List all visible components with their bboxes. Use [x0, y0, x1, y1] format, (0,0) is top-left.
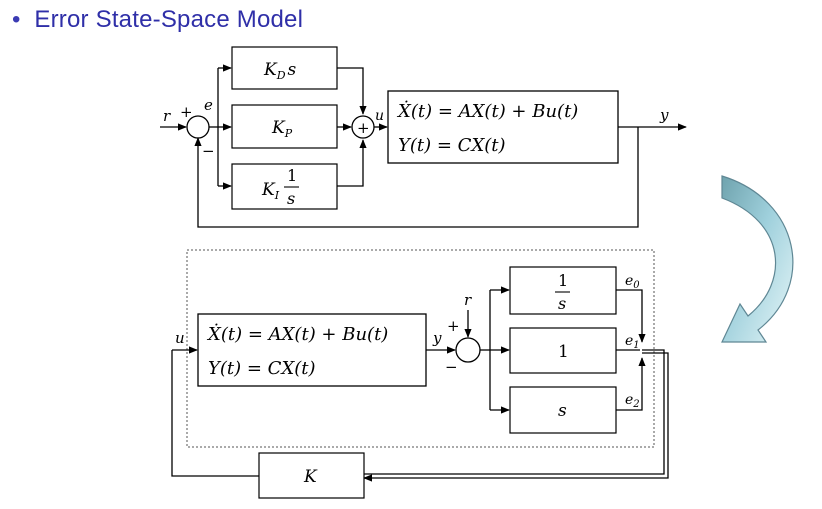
block-kp-label: KP	[271, 118, 293, 140]
transform-curved-arrow-icon	[721, 175, 794, 343]
block-gain-k	[258, 452, 365, 499]
top-plant-block	[387, 90, 619, 164]
bottom-plant-eq1: Ẋ(t) = AX(t) + Bu(t)	[206, 322, 388, 345]
bottom-r-label: r	[464, 291, 472, 309]
top-plus-label: +	[180, 103, 193, 121]
bottom-plant-block	[197, 313, 427, 387]
top-u-label: u	[375, 108, 384, 124]
bottom-dashed-boundary	[186, 249, 655, 448]
top-pid-diagram: r + − e KD s KP KI 1 s + u Ẋ	[160, 46, 687, 228]
bottom-plant-eq2: Y(t) = CX(t)	[208, 358, 316, 379]
e2-label: e2	[625, 392, 640, 410]
block-kd-label: KD s	[263, 60, 297, 82]
block-kp	[231, 104, 338, 149]
slide-title: Error State-Space Model	[34, 6, 304, 33]
bottom-sum-junction	[455, 337, 481, 363]
bottom-mux-bus	[363, 352, 669, 482]
top-e-label: e	[204, 96, 213, 114]
top-plant-eq1: Ẋ(t) = AX(t) + Bu(t)	[396, 99, 578, 122]
bottom-y-label: y	[432, 329, 442, 347]
top-sum2-plus: +	[357, 119, 370, 137]
block-ki-num: 1	[287, 166, 297, 185]
block-ki-den: s	[287, 189, 295, 208]
bottom-minus-label: −	[445, 358, 458, 376]
top-minus-label: −	[202, 142, 215, 160]
block-ki-label: KI	[261, 180, 280, 202]
block-kd-s	[231, 46, 338, 90]
bullet-icon: •	[12, 6, 21, 33]
top-r-label: r	[163, 107, 171, 125]
e0-label: e0	[625, 273, 640, 291]
bottom-error-state-diagram: u Ẋ(t) = AX(t) + Bu(t) Y(t) = CX(t) y + …	[171, 249, 669, 499]
block-gain-k-label: K	[303, 467, 318, 487]
e1-label: e1	[625, 333, 640, 351]
top-y-label: y	[659, 106, 669, 124]
bottom-plus-label: +	[447, 317, 460, 335]
bottom-feedback-loop	[171, 350, 259, 477]
block-integrator	[509, 266, 617, 315]
block-int-num: 1	[558, 271, 568, 290]
block-int-den: s	[558, 294, 566, 313]
block-unity	[509, 327, 617, 374]
bottom-u-label: u	[175, 329, 185, 347]
top-plant-eq2: Y(t) = CX(t)	[398, 135, 506, 156]
top-sum-junction	[186, 115, 210, 139]
slide-title-row: • Error State-Space Model	[12, 6, 303, 34]
top-feedback-loop	[194, 127, 639, 228]
block-derivative-label: s	[558, 401, 567, 421]
block-unity-label: 1	[558, 342, 569, 362]
block-derivative	[509, 386, 617, 434]
